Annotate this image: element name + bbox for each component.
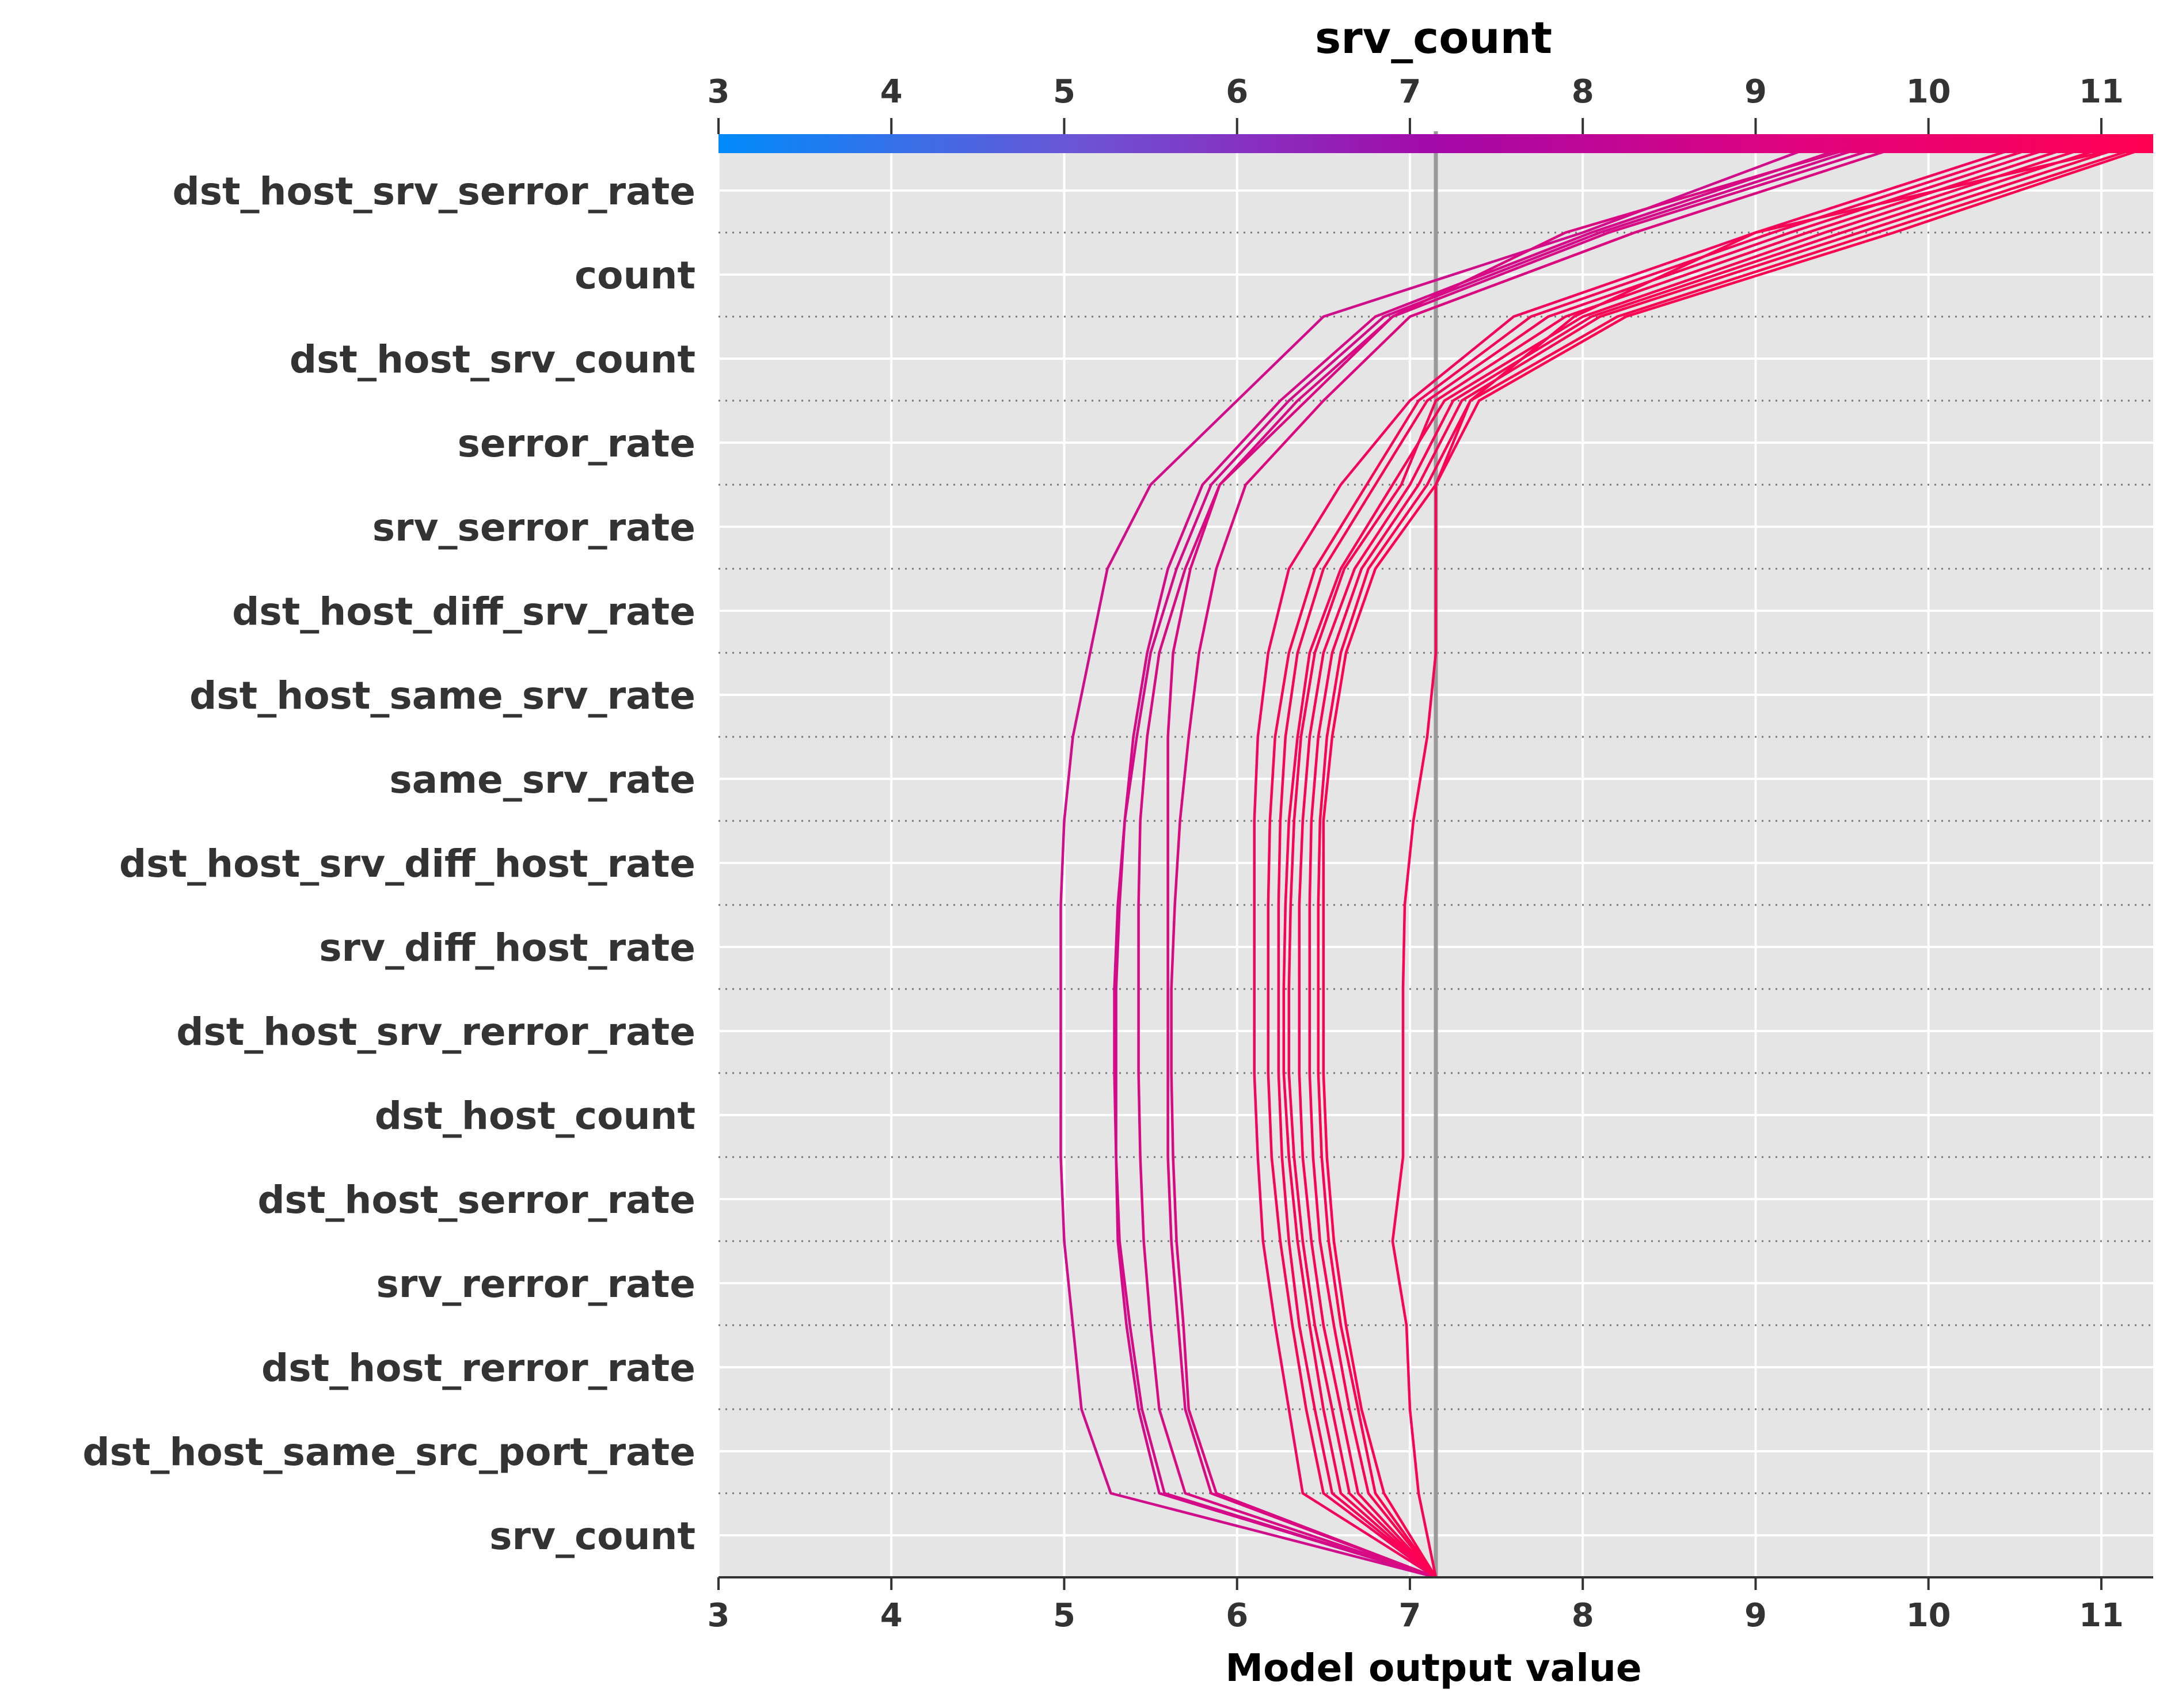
bottom-tick-label: 4: [880, 1597, 903, 1634]
series-line: [1059, 147, 1808, 1579]
bottom-tick-label: 8: [1572, 1597, 1594, 1634]
feature-label: dst_host_count: [375, 1094, 695, 1138]
top-tick-label: 9: [1744, 73, 1767, 111]
top-tick-label: 10: [1906, 73, 1951, 111]
series-line: [1113, 147, 1860, 1579]
top-tick-label: 5: [1053, 73, 1075, 111]
feature-label: dst_host_srv_serror_rate: [172, 169, 695, 214]
feature-label: dst_host_same_src_port_rate: [82, 1430, 695, 1474]
feature-label: serror_rate: [458, 421, 695, 466]
feature-label: same_srv_rate: [389, 758, 695, 802]
colorbar: [718, 134, 2153, 153]
series-line: [1170, 147, 1895, 1579]
feature-label: srv_serror_rate: [372, 505, 695, 550]
series-line: [1277, 147, 2050, 1578]
bottom-tick-label: 7: [1398, 1597, 1421, 1634]
feature-label: dst_host_srv_count: [290, 337, 695, 382]
series-line: [1253, 147, 2016, 1578]
top-tick-label: 3: [708, 73, 730, 111]
series-line: [1282, 147, 2085, 1578]
top-tick-label: 8: [1572, 73, 1594, 111]
top-tick-label: 11: [2079, 73, 2124, 111]
feature-label: dst_host_diff_srv_rate: [232, 589, 695, 634]
feature-label: dst_host_srv_diff_host_rate: [119, 842, 695, 886]
feature-label: srv_diff_host_rate: [319, 926, 695, 970]
feature-label: dst_host_srv_rerror_rate: [176, 1010, 695, 1054]
series-line: [1322, 147, 2145, 1578]
feature-label: dst_host_serror_rate: [257, 1178, 695, 1222]
series-line: [1391, 147, 2119, 1578]
bottom-tick-label: 11: [2079, 1597, 2124, 1634]
feature-label: srv_count: [489, 1514, 695, 1558]
series-line: [1298, 147, 2102, 1578]
bottom-tick-label: 3: [708, 1597, 730, 1634]
x-axis-label: Model output value: [1225, 1646, 1641, 1690]
bottom-tick-label: 9: [1744, 1597, 1767, 1634]
bottom-tick-label: 5: [1053, 1597, 1075, 1634]
feature-label: dst_host_rerror_rate: [261, 1346, 695, 1390]
feature-label: srv_rerror_rate: [376, 1262, 695, 1306]
top-tick-label: 4: [880, 73, 903, 111]
series-line: [1267, 147, 2033, 1578]
series-line: [1287, 147, 2067, 1578]
bottom-tick-label: 10: [1906, 1597, 1951, 1634]
top-tick-label: 7: [1398, 73, 1421, 111]
feature-label: dst_host_same_srv_rate: [189, 674, 695, 718]
top-tick-label: 6: [1226, 73, 1248, 111]
feature-label: count: [575, 253, 695, 298]
chart-title: srv_count: [1315, 12, 1552, 63]
series-line: [1308, 147, 2119, 1578]
series-line: [1166, 147, 1852, 1579]
series-line: [1317, 147, 2136, 1578]
series-line: [1137, 147, 1877, 1579]
bottom-tick-label: 6: [1226, 1597, 1248, 1634]
